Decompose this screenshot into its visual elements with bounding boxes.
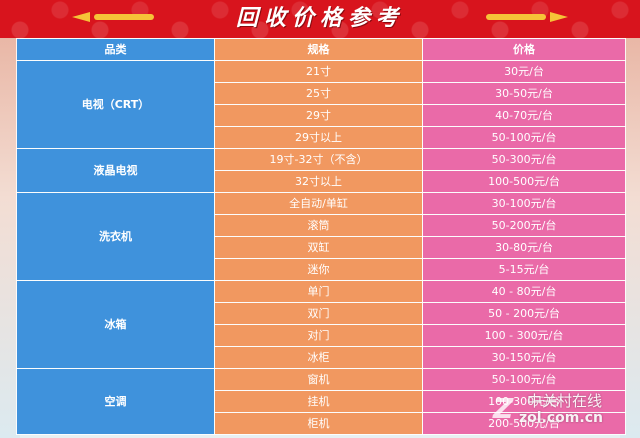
spec-cell: 对门 [214,324,423,347]
ornament-right-icon [486,12,568,22]
ornament-left-icon [72,12,154,22]
table-row: 双缸 30-80元/台 [17,236,626,259]
spec-cell: 冰柜 [214,346,423,369]
table-row: 洗衣机 全自动/单缸 30-100元/台 [16,192,626,281]
table-header-row: 品类 规格 价格 [16,38,626,61]
table-row: 25寸 30-50元/台 [17,82,626,105]
spec-cell: 双门 [214,302,423,325]
price-cell: 50-200元/台 [422,214,626,237]
table-row: 滚筒 50-200元/台 [17,214,626,237]
price-cell: 30元/台 [422,60,626,83]
table-row: 液晶电视 19寸-32寸（不含） 50-300元/台 [16,148,626,193]
table-row: 双门 50 - 200元/台 [17,302,626,325]
category-cell: 洗衣机 [16,192,215,281]
spec-cell: 滚筒 [214,214,423,237]
price-table: 品类 规格 价格 电视（CRT） 21寸 30元/台 25寸 30-50元/台 29寸 40… [16,38,626,435]
header-spec: 规格 [214,38,423,61]
spec-cell: 29寸以上 [214,126,423,149]
price-cell: 50-300元/台 [422,148,626,171]
spec-cell: 柜机 [214,412,423,435]
price-cell: 50-100元/台 [422,126,626,149]
price-cell: 30-50元/台 [422,82,626,105]
spec-cell: 32寸以上 [214,170,423,193]
spec-cell: 窗机 [214,368,423,391]
price-cell: 5-15元/台 [422,258,626,281]
table-row: 对门 100 - 300元/台 [17,324,626,347]
header-category: 品类 [16,38,215,61]
spec-cell: 全自动/单缸 [214,192,423,215]
spec-cell: 29寸 [214,104,423,127]
price-cell: 30-100元/台 [422,192,626,215]
price-cell: 200-500元/台 [422,412,626,435]
table-row: 29寸以上 50-100元/台 [17,126,626,149]
spec-cell: 挂机 [214,390,423,413]
header-price: 价格 [422,38,626,61]
table-row: 32寸以上 100-500元/台 [17,170,626,193]
price-cell: 30-80元/台 [422,236,626,259]
spec-cell: 双缸 [214,236,423,259]
table-row: 冰箱 单门 40 - 80元/台 [16,280,626,369]
table-row: 冰柜 30-150元/台 [17,346,626,369]
table-row: 电视（CRT） 21寸 30元/台 [16,60,626,149]
price-cell: 40 - 80元/台 [422,280,626,303]
side-decoration-left [0,38,20,438]
price-cell: 100-500元/台 [422,170,626,193]
spec-cell: 单门 [214,280,423,303]
price-cell: 40-70元/台 [422,104,626,127]
category-cell: 电视（CRT） [16,60,215,149]
spec-cell: 迷你 [214,258,423,281]
banner-title: 回收价格参考 [235,5,404,31]
spec-cell: 25寸 [214,82,423,105]
table-row: 柜机 200-500元/台 [17,412,626,435]
table-row: 空调 窗机 50-100元/台 [16,368,626,435]
category-cell: 液晶电视 [16,148,215,193]
table-row: 29寸 40-70元/台 [17,104,626,127]
price-cell: 30-150元/台 [422,346,626,369]
price-cell: 50 - 200元/台 [422,302,626,325]
spec-cell: 19寸-32寸（不含） [214,148,423,171]
category-cell: 冰箱 [16,280,215,369]
price-cell: 100-300元/台 [422,390,626,413]
title-banner: 回收价格参考 [0,0,640,38]
price-cell: 50-100元/台 [422,368,626,391]
price-cell: 100 - 300元/台 [422,324,626,347]
spec-cell: 21寸 [214,60,423,83]
table-row: 迷你 5-15元/台 [17,258,626,281]
category-cell: 空调 [16,368,215,435]
